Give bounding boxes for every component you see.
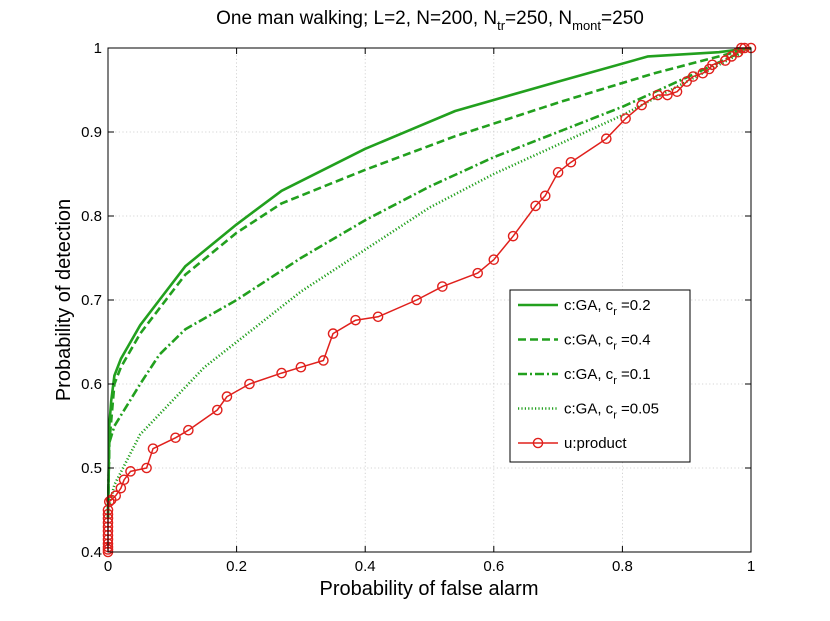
series-line-3	[106, 46, 752, 511]
axis-ticks: 0 0.2 0.4 0.6 0.8 1 0.4 0.5 0.6 0.7 0.8 0.9 1	[81, 40, 755, 575]
series-point-4	[539, 190, 551, 202]
y-tick-label: 0.7	[81, 292, 102, 309]
y-tick-label: 0.8	[81, 208, 102, 225]
series-point-4	[170, 432, 181, 444]
series-point-4	[244, 378, 255, 390]
series-point-4	[472, 267, 484, 279]
series-point-4	[636, 99, 647, 111]
legend-label-0: c:GA, cr =0.2	[564, 297, 651, 318]
series-line-0	[106, 46, 752, 519]
series-point-4	[350, 314, 361, 326]
series-point-4	[147, 443, 159, 454]
series-point-4	[530, 200, 541, 212]
series-point-4	[620, 113, 631, 124]
series-point-4	[110, 490, 122, 502]
series-point-4	[601, 133, 612, 145]
legend-label-2: c:GA, cr =0.1	[564, 366, 651, 387]
series-point-4	[681, 76, 693, 87]
y-tick-label: 1	[94, 40, 102, 57]
series-point-4	[221, 391, 233, 402]
x-tick-label: 0.4	[355, 558, 376, 575]
x-axis-label: Probability of false alarm	[320, 578, 539, 600]
y-tick-label: 0.5	[81, 460, 102, 477]
series-point-4	[488, 254, 500, 265]
series-point-4	[295, 361, 307, 373]
series-point-4	[276, 367, 287, 379]
series-point-4	[327, 328, 339, 339]
legend-label-4: u:product	[564, 435, 627, 452]
series-point-4	[552, 167, 564, 178]
series-point-4	[212, 404, 223, 416]
series-point-4	[372, 311, 384, 323]
series-line-1	[106, 46, 752, 519]
x-tick-label: 0	[104, 558, 112, 575]
series-point-4	[318, 355, 329, 366]
series-point-4	[183, 424, 194, 436]
x-tick-label: 1	[747, 558, 755, 575]
series-point-4	[565, 156, 577, 168]
series-point-4	[707, 59, 718, 71]
series-point-4	[437, 281, 448, 292]
series-point-4	[118, 474, 130, 486]
series-point-4	[141, 462, 152, 474]
legend-box	[509, 289, 691, 463]
y-tick-label: 0.4	[81, 544, 102, 561]
x-tick-label: 0.6	[483, 558, 504, 575]
x-tick-label: 0.8	[612, 558, 633, 575]
y-tick-label: 0.6	[81, 376, 102, 393]
series-point-4	[507, 230, 519, 242]
series-point-4	[671, 86, 683, 97]
x-tick-label: 0.2	[226, 558, 247, 575]
series-point-4	[125, 466, 136, 477]
y-axis-label: Probability of detection	[53, 199, 75, 401]
series-point-4	[687, 71, 699, 82]
legend-marker-4	[532, 437, 544, 449]
legend-label-3: c:GA, cr =0.05	[564, 401, 659, 422]
y-tick-label: 0.9	[81, 124, 102, 141]
series-point-4	[662, 89, 673, 101]
legend-label-1: c:GA, cr =0.4	[564, 332, 651, 353]
series-point-4	[411, 294, 422, 306]
legend: c:GA, cr =0.2 c:GA, cr =0.4 c:GA, cr =0.1 c…	[509, 289, 691, 463]
chart-title: One man walking; L=2, N=200, Ntr=250, Nm…	[216, 8, 644, 33]
series-point-4	[103, 496, 115, 507]
